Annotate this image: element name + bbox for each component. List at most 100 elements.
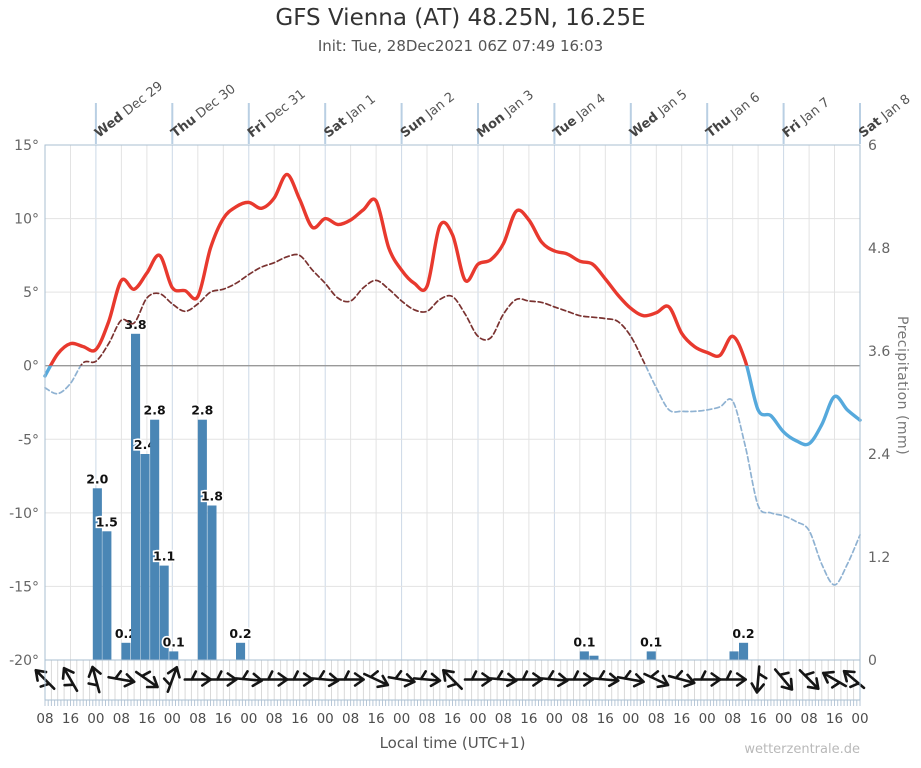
temperature-line-above-zero [48,172,749,366]
left-axis-tick-label: -10° [9,506,39,522]
wind-barb [259,670,289,687]
wind-barb [591,670,620,688]
time-tick-label: 00 [622,711,639,727]
right-axis-tick-label: 2.4 [868,447,890,463]
time-tick-label: 00 [317,711,334,727]
time-tick-label: 16 [215,711,232,727]
wind-barb [750,665,768,694]
wind-barbs [34,665,866,694]
precip-bar [739,642,749,660]
precip-bar-label: 0.1 [163,634,185,649]
svg-text:Thu Jan 6: Thu Jan 6 [703,90,763,141]
x-axis-title: Local time (UTC+1) [379,734,526,752]
time-tick-label: 16 [673,711,690,727]
wind-barb [134,670,159,689]
wind-barb [285,670,315,687]
time-tick-labels: 08 16 00 08 16 00 08 16 00 08 16 00 08 16 00 08 16 00 08 16… [36,711,868,727]
precipitation-bars: 2.01.50.23.82.42.81.10.12.81.80.20.1 0.10… [85,315,756,660]
time-tick-label: 16 [597,711,614,727]
wind-barb [34,669,56,690]
left-axis-labels: 15° 10° 5° 0° -5° -10° -15° -20° [9,138,39,669]
time-tick-label: 08 [342,711,359,727]
wind-barb [565,670,595,687]
left-axis-tick-label: 0° [23,359,39,375]
time-tick-label: 16 [750,711,767,727]
gridlines [44,145,861,706]
precip-bar [150,419,160,660]
precip-bar-label: 0.1 [640,634,662,649]
wind-barb [87,665,102,694]
precip-bar-label: 2.0 [86,471,108,486]
date-label: Fri Dec 31 [245,87,309,141]
wind-barb [336,670,365,687]
right-axis-tick-label: 0 [868,653,877,669]
time-tick-label: 08 [266,711,283,727]
dewpoint-line-above-zero [79,253,647,366]
dewpoint-line-below-zero [44,365,861,586]
chart-subtitle: Init: Tue, 28Dec2021 06Z 07:49 16:03 [317,37,604,55]
precip-bar [140,454,150,660]
svg-text:Fri Jan 7: Fri Jan 7 [780,95,833,141]
svg-text:Mon Jan 3: Mon Jan 3 [474,88,537,142]
time-tick-label: 08 [648,711,665,727]
plot-frame [44,144,861,701]
time-tick-label: 08 [724,711,741,727]
date-label: Sun Jan 2 [398,90,458,142]
wind-barb [162,665,181,694]
wind-barb [363,670,390,689]
right-axis-tick-label: 6 [868,138,877,154]
svg-text:Wed Dec 29: Wed Dec 29 [92,79,166,141]
wind-barb [616,669,645,688]
precip-bar-label: 1.5 [96,514,118,529]
precip-bar-label: 0.2 [229,626,251,641]
precip-bar [169,651,179,660]
time-tick-label: 08 [801,711,818,727]
precip-bar-label: 2.8 [144,403,166,418]
wind-barb [442,669,463,690]
date-label: Thu Dec 30 [169,82,239,141]
time-tick-label: 16 [444,711,461,727]
wind-barb [540,670,569,688]
wind-barb [643,670,670,689]
wind-barb [107,669,136,688]
time-tick-label: 08 [571,711,588,727]
date-label: Wed Jan 5 [627,87,690,141]
wind-barb [209,670,238,687]
time-tick-label: 16 [368,711,385,727]
precip-bar [589,655,599,660]
precip-bar [207,505,217,660]
precip-bar-label: 1.8 [201,489,223,504]
time-tick-label: 16 [520,711,537,727]
date-label: Sat Jan 8 [856,92,913,141]
right-axis-labels: 6 4.8 3.6 2.4 1.2 0 [868,138,890,669]
wind-barb [514,670,544,687]
date-label: Tue Jan 4 [551,91,609,141]
time-tick-label: 00 [469,711,486,727]
svg-text:Sat Jan 8: Sat Jan 8 [856,92,913,141]
precip-bar [197,419,207,660]
svg-text:Tue Jan 4: Tue Jan 4 [551,91,609,141]
date-label: Fri Jan 7 [780,95,833,141]
left-axis-tick-label: 15° [14,138,39,154]
time-tick-label: 00 [699,711,716,727]
left-axis-tick-label: -15° [9,579,39,595]
date-label: Sat Jan 1 [321,92,378,141]
time-tick-label: 16 [826,711,843,727]
time-tick-label: 16 [138,711,155,727]
time-tick-label: 00 [164,711,181,727]
precip-bar [121,642,131,660]
time-tick-label: 00 [851,711,868,727]
time-tick-label: 00 [546,711,563,727]
time-tick-label: 08 [113,711,130,727]
right-axis-tick-label: 3.6 [868,344,890,360]
precip-bar [159,565,169,660]
wind-barb [183,670,213,687]
wind-barb [463,670,493,687]
wind-barb [489,670,518,688]
wind-barb [234,670,264,688]
precip-bar [236,642,246,660]
svg-text:Fri Dec 31: Fri Dec 31 [245,87,309,141]
time-tick-label: 16 [291,711,308,727]
precip-bar [579,651,589,660]
